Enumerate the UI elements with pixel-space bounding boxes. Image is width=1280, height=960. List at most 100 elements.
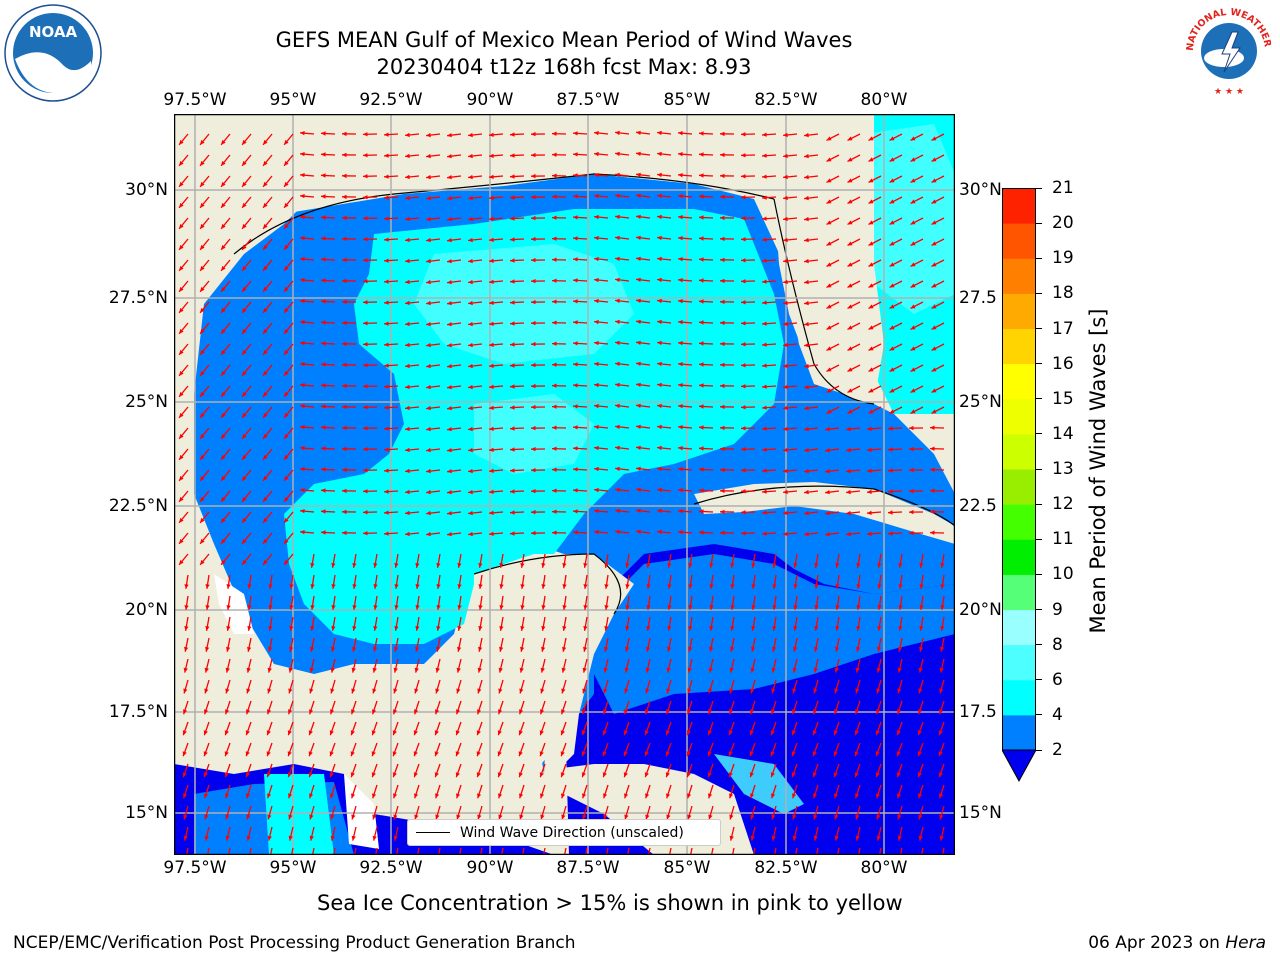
- wind-wave-arrow-head: [770, 751, 775, 757]
- wind-wave-arrow-head: [531, 341, 536, 347]
- wind-wave-arrow-head: [678, 278, 683, 283]
- wind-wave-arrow-head: [657, 256, 662, 262]
- wind-wave-arrow-head: [489, 321, 494, 326]
- wind-wave-arrow-head: [804, 468, 809, 474]
- wind-wave-arrow-head: [666, 793, 671, 799]
- wind-wave-arrow-head: [826, 325, 832, 330]
- wind-wave-arrow-head: [720, 215, 725, 221]
- wind-wave-arrow-head: [615, 235, 620, 241]
- wind-wave-arrow-head: [247, 605, 252, 610]
- wind-wave-arrow-head: [623, 772, 628, 778]
- wind-wave-arrow-head: [284, 244, 289, 250]
- wind-wave-arrow-head: [510, 510, 515, 515]
- wind-wave-arrow-head: [741, 405, 746, 410]
- wind-wave-arrow-head: [804, 132, 809, 138]
- wind-wave-arrow-head: [510, 195, 515, 200]
- wind-wave-arrow-head: [594, 424, 599, 430]
- lat-label-left: 17.5°N: [108, 702, 168, 722]
- noaa-logo-text: NOAA: [29, 23, 78, 41]
- wind-wave-arrow-head: [699, 383, 704, 388]
- wind-wave-arrow-head: [531, 215, 536, 221]
- wind-wave-arrow-head: [520, 563, 525, 568]
- wind-wave-arrow-head: [531, 278, 536, 284]
- wind-wave-arrow-head: [510, 174, 515, 179]
- wind-wave-arrow-head: [678, 215, 683, 220]
- wind-wave-arrow-head: [242, 223, 247, 229]
- wind-wave-arrow-head: [561, 688, 566, 694]
- wind-wave-arrow-head: [300, 383, 305, 388]
- wind-wave-arrow-head: [477, 793, 482, 799]
- wind-wave-arrow-head: [489, 195, 494, 200]
- wind-wave-arrow-head: [636, 424, 641, 429]
- wind-wave-arrow-head: [645, 793, 650, 799]
- wind-wave-arrow-head: [657, 466, 662, 472]
- wind-wave-arrow-head: [205, 584, 210, 589]
- wind-wave-arrow-head: [678, 173, 683, 178]
- wind-wave-arrow-head: [687, 793, 692, 799]
- wind-wave-arrow-head: [405, 468, 410, 474]
- wind-wave-arrow-head: [561, 667, 566, 673]
- wind-wave-arrow-head: [645, 814, 650, 820]
- wind-wave-arrow-head: [540, 709, 545, 715]
- wind-wave-arrow-head: [678, 404, 683, 409]
- wind-wave-arrow-head: [284, 475, 289, 481]
- wind-wave-arrow-head: [204, 793, 209, 799]
- wind-wave-arrow-head: [889, 409, 895, 414]
- wind-wave-arrow-head: [489, 405, 494, 410]
- wind-wave-arrow-head: [405, 405, 410, 411]
- wind-wave-arrow-head: [898, 646, 903, 652]
- wind-wave-arrow-head: [342, 404, 347, 410]
- wind-wave-arrow-head: [200, 391, 205, 397]
- wind-wave-arrow-head: [729, 835, 734, 841]
- wind-wave-arrow-head: [793, 626, 798, 631]
- wind-wave-arrow-head: [938, 772, 943, 778]
- wind-wave-arrow-head: [321, 236, 326, 241]
- colorbar-segment: [1002, 223, 1036, 259]
- wind-wave-arrow-head: [728, 772, 733, 778]
- wind-wave-arrow-head: [510, 426, 515, 431]
- wind-wave-arrow-head: [300, 320, 305, 325]
- wind-wave-arrow-head: [263, 517, 268, 523]
- wind-wave-arrow-head: [477, 709, 482, 715]
- wind-wave-arrow-head: [889, 199, 895, 204]
- wind-wave-arrow-head: [363, 258, 368, 263]
- wind-wave-arrow-head: [772, 605, 777, 610]
- colorbar-tick-label: 12: [1052, 494, 1074, 515]
- wind-wave-arrow-head: [489, 342, 494, 347]
- wind-wave-arrow-head: [573, 362, 578, 367]
- wind-wave-arrow-head: [636, 214, 641, 219]
- wind-wave-arrow-head: [204, 814, 209, 820]
- wind-wave-arrow-head: [436, 563, 441, 568]
- wind-wave-arrow-head: [226, 646, 231, 652]
- wind-wave-arrow-head: [868, 199, 874, 204]
- wind-wave-arrow-head: [855, 793, 860, 799]
- wind-wave-arrow-head: [688, 646, 693, 652]
- wind-wave-arrow-head: [825, 427, 830, 432]
- wind-wave-arrow-head: [730, 605, 735, 610]
- colorbar-segment: [1002, 609, 1036, 646]
- wind-wave-arrow-head: [267, 814, 272, 820]
- wind-wave-arrow-head: [665, 751, 670, 757]
- wind-wave-arrow-head: [331, 605, 336, 610]
- wind-wave-arrow-head: [221, 202, 226, 208]
- wind-wave-arrow-head: [242, 517, 247, 523]
- wind-wave-arrow-head: [489, 447, 494, 452]
- wind-wave-arrow-head: [179, 559, 184, 565]
- wind-wave-arrow-head: [384, 216, 389, 221]
- wind-wave-arrow-head: [657, 361, 662, 367]
- footer-date: 06 Apr 2023 on Hera: [1088, 933, 1266, 953]
- colorbar-tick-mark: [1036, 503, 1042, 505]
- wind-wave-arrow-head: [204, 835, 209, 841]
- wind-wave-arrow-head: [226, 584, 231, 589]
- wind-wave-arrow-head: [931, 157, 937, 162]
- wind-wave-arrow-head: [393, 793, 398, 799]
- wind-wave-arrow-head: [930, 467, 935, 472]
- wind-wave-arrow-head: [310, 605, 315, 610]
- wind-wave-arrow-head: [783, 405, 788, 411]
- wind-wave-arrow-head: [455, 772, 460, 778]
- wind-wave-arrow-head: [730, 584, 735, 589]
- wind-wave-arrow-head: [405, 300, 410, 306]
- wind-wave-arrow-head: [384, 363, 389, 368]
- wind-wave-arrow-head: [931, 199, 937, 204]
- wind-wave-arrow-head: [531, 320, 536, 326]
